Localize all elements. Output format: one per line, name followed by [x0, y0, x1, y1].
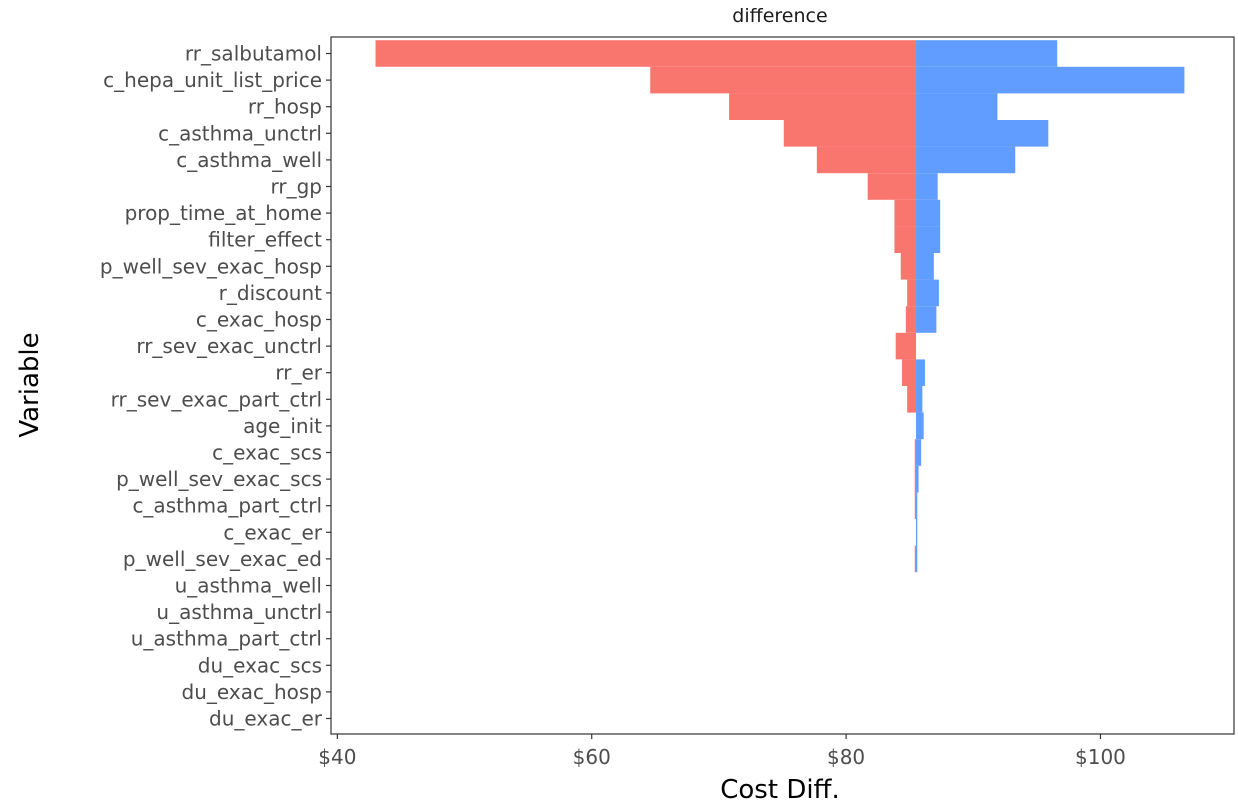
- bar-high-p_well_sev_exac_ed: [916, 545, 918, 573]
- x-axis: $40 $60 $80 $100: [318, 734, 1126, 769]
- y-tick-label: rr_salbutamol: [185, 42, 322, 66]
- y-tick-label: c_hepa_unit_list_price: [103, 68, 322, 92]
- bar-high-age_init: [916, 412, 924, 440]
- y-tick-label: prop_time_at_home: [125, 201, 322, 225]
- bar-high-c_exac_scs: [916, 439, 922, 466]
- bar-low-r_discount: [907, 279, 917, 307]
- y-tick-label: c_asthma_unctrl: [158, 121, 322, 145]
- bar-low-prop_time_at_home: [894, 199, 917, 227]
- bar-low-filter_effect: [894, 226, 917, 253]
- bar-low-rr_salbutamol: [375, 40, 917, 67]
- bar-low-rr_er: [902, 359, 917, 386]
- bar-high-p_well_sev_exac_hosp: [916, 253, 934, 280]
- y-tick-label: p_well_sev_exac_ed: [123, 547, 322, 571]
- bar-low-p_well_sev_exac_scs: [914, 465, 917, 493]
- bar-low-c_exac_hosp: [905, 306, 917, 333]
- y-tick-label: c_exac_scs: [212, 441, 322, 465]
- y-tick-label: rr_sev_exac_part_ctrl: [111, 387, 322, 411]
- bar-high-rr_gp: [916, 173, 938, 200]
- bar-low-p_well_sev_exac_ed: [914, 545, 917, 573]
- panel-border: [330, 36, 1235, 735]
- bar-low-c_exac_scs: [914, 439, 917, 466]
- y-tick-label: filter_effect: [208, 228, 322, 252]
- bar-high-r_discount: [916, 279, 939, 307]
- bar-low-rr_gp: [867, 173, 917, 200]
- bar-low-p_well_sev_exac_hosp: [900, 253, 917, 280]
- bar-low-c_asthma_unctrl: [783, 120, 917, 147]
- y-tick-label: u_asthma_well: [175, 574, 322, 598]
- x-tick-label: $100: [1075, 745, 1126, 769]
- y-tick-label: rr_gp: [271, 175, 322, 199]
- y-tick-label: r_discount: [219, 281, 322, 305]
- y-tick-label: age_init: [243, 414, 322, 438]
- bar-high-c_asthma_well: [916, 146, 1016, 174]
- y-tick-label: c_exac_hosp: [196, 308, 322, 332]
- bar-high-c_asthma_part_ctrl: [916, 492, 918, 519]
- y-tick-label: c_exac_er: [223, 520, 322, 544]
- y-tick-label: rr_sev_exac_unctrl: [136, 334, 322, 358]
- bar-high-p_well_sev_exac_scs: [916, 465, 919, 493]
- bar-high-rr_sev_exac_part_ctrl: [916, 386, 923, 413]
- bar-low-rr_sev_exac_unctrl: [895, 332, 917, 360]
- y-tick-label: du_exac_er: [209, 707, 323, 731]
- y-tick-label: rr_hosp: [248, 95, 322, 119]
- bar-low-rr_hosp: [729, 93, 917, 120]
- bar-high-rr_salbutamol: [916, 40, 1058, 67]
- bar-low-c_hepa_unit_list_price: [650, 66, 917, 94]
- bar-high-c_exac_er: [916, 519, 918, 546]
- x-tick-label: $60: [573, 745, 611, 769]
- x-tick-label: $40: [318, 745, 356, 769]
- bar-low-rr_sev_exac_part_ctrl: [907, 386, 917, 413]
- y-tick-label: p_well_sev_exac_hosp: [100, 254, 322, 278]
- bar-high-prop_time_at_home: [916, 199, 941, 227]
- y-tick-label: c_asthma_part_ctrl: [132, 494, 322, 518]
- y-tick-label: du_exac_hosp: [182, 680, 322, 704]
- y-tick-label: u_asthma_part_ctrl: [131, 627, 322, 651]
- y-tick-label: rr_er: [275, 361, 322, 385]
- bar-high-filter_effect: [916, 226, 941, 253]
- facet-strip-label: difference: [732, 5, 827, 27]
- bar-high-c_exac_hosp: [916, 306, 937, 333]
- bar-low-c_asthma_well: [816, 146, 917, 174]
- x-tick-label: $80: [827, 745, 865, 769]
- bar-high-c_asthma_unctrl: [916, 120, 1049, 147]
- bars-group: [375, 40, 1185, 573]
- y-tick-label: du_exac_scs: [198, 653, 322, 677]
- x-axis-title: Cost Diff.: [720, 775, 840, 805]
- bar-low-c_asthma_part_ctrl: [914, 492, 917, 519]
- bar-high-c_hepa_unit_list_price: [916, 66, 1185, 94]
- y-axis-title: Variable: [15, 332, 45, 437]
- bar-high-rr_er: [916, 359, 925, 386]
- y-tick-label: p_well_sev_exac_scs: [116, 467, 322, 491]
- bar-high-rr_hosp: [916, 93, 998, 120]
- y-tick-label: c_asthma_well: [176, 148, 322, 172]
- y-tick-label: u_asthma_unctrl: [156, 600, 322, 624]
